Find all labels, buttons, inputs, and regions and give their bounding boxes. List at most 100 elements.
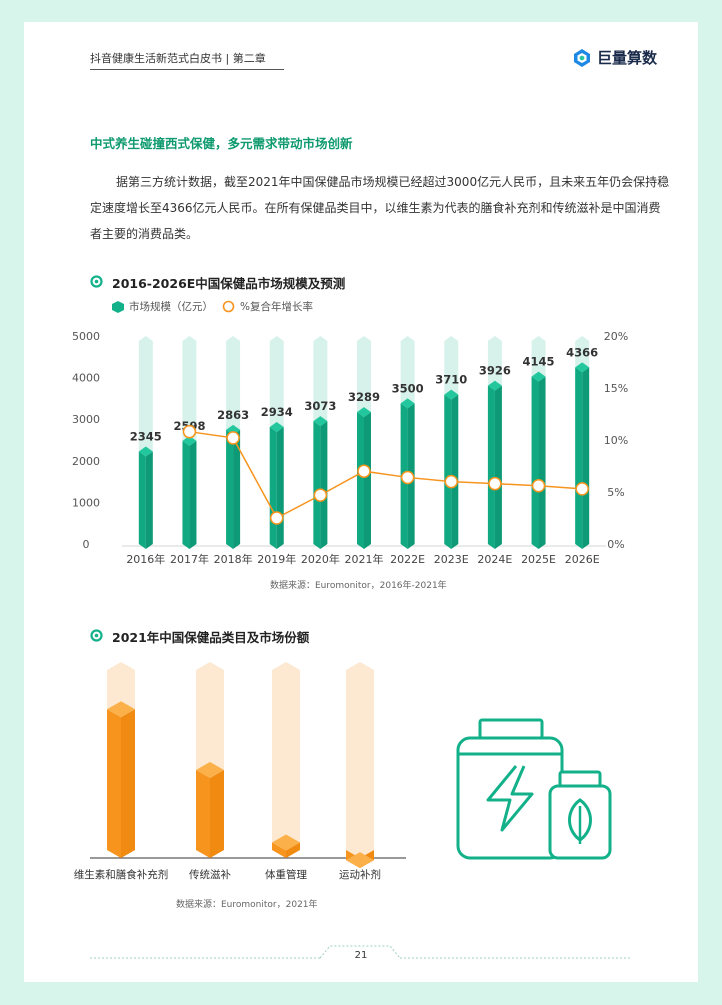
growth-point [488, 476, 502, 491]
bar-top [313, 416, 328, 427]
growth-point [531, 479, 546, 493]
chart1-title: 2016-2026E中国保健品市场规模及预测 [112, 276, 346, 291]
x-tick-label: 2025E [521, 553, 556, 566]
y-tick-label: 1000 [72, 496, 100, 509]
bar [531, 376, 539, 549]
growth-point [226, 431, 240, 445]
bar-top [357, 407, 371, 418]
y2-tick-label: 5% [607, 486, 624, 499]
bar-top [400, 398, 415, 409]
bar-side [582, 367, 590, 549]
bar-top [531, 371, 546, 382]
bar-top [182, 435, 197, 446]
share-bar [107, 709, 121, 858]
growth-point [357, 464, 371, 478]
growth-line [189, 430, 583, 520]
y-tick-label: 5000 [72, 330, 100, 343]
y-tick-label: 4000 [72, 372, 100, 385]
growth-point [575, 482, 589, 496]
growth-point [182, 424, 197, 439]
y2-tick-label: 20% [604, 330, 628, 343]
x-tick-label: 2021年 [345, 552, 384, 566]
category-label: 体重管理 [265, 868, 307, 881]
footer-divider [90, 945, 630, 959]
x-tick-label: 2017年 [170, 552, 209, 566]
x-tick-label: 2019年 [257, 552, 296, 566]
circle-bullet-icon [90, 275, 103, 288]
legend-line-icon [222, 300, 235, 313]
bar-side [494, 385, 502, 549]
bar-value-label: 3289 [348, 390, 380, 404]
bar [182, 440, 190, 549]
bar [487, 385, 495, 549]
bar-top [269, 421, 284, 432]
header-underline [90, 69, 284, 70]
bar-value-label: 4145 [523, 355, 555, 369]
bar-value-label: 4366 [566, 345, 598, 359]
legend-line-label: %复合年增长率 [240, 301, 313, 313]
y-tick-label: 2000 [72, 455, 100, 468]
chart2-plot: 维生素和膳食补充剂 传统滋补 体重管理 运动补剂 [74, 662, 406, 881]
chart2-source: 数据来源：Euromonitor，2021年 [176, 900, 318, 910]
header-title: 抖音健康生活新范式白皮书 | 第二章 [90, 52, 266, 65]
bar-side [145, 451, 153, 549]
supplement-bottles-icon [456, 718, 612, 860]
section-heading: 中式养生碰撞西式保健，多元需求带动市场创新 [90, 136, 353, 151]
share-bar-track [272, 662, 300, 858]
category-label: 维生素和膳食补充剂 [74, 868, 169, 881]
bar-value-label: 3926 [479, 364, 511, 378]
bar [575, 367, 583, 549]
bar [313, 421, 321, 549]
x-tick-label: 2024E [477, 553, 512, 566]
growth-point [444, 474, 459, 489]
bar [138, 451, 146, 549]
bar [357, 412, 364, 549]
bar-value-label: 2863 [217, 408, 249, 422]
chart1-plot: 0 1000 2000 3000 4000 5000 0% 5% 10% 15% 20% 2345 20… [72, 330, 628, 566]
bar-value-label: 2345 [130, 429, 162, 443]
page: 抖音健康生活新范式白皮书 | 第二章 巨量算数 中式养生碰撞西式保健，多元需求带… [24, 22, 698, 982]
x-tick-label: 2022E [390, 553, 425, 566]
x-tick-label: 2018年 [214, 552, 253, 566]
bar [444, 394, 452, 549]
share-bar-top [272, 834, 300, 851]
bar-top [444, 389, 459, 400]
bar-value-label: 2934 [261, 405, 293, 419]
x-tick-label: 2020年 [301, 552, 340, 566]
y2-tick-label: 15% [604, 382, 628, 395]
legend-bar-icon [112, 300, 124, 313]
growth-point [269, 511, 284, 525]
y2-tick-label: 10% [604, 434, 628, 447]
share-bar-side [121, 709, 135, 858]
y2-tick-label: 0% [607, 538, 624, 551]
category-label: 运动补剂 [339, 868, 381, 881]
bar [226, 429, 234, 549]
growth-point [313, 488, 328, 502]
share-bar [272, 842, 286, 858]
share-bar-track [346, 662, 374, 858]
bar-value-label: 3073 [304, 399, 336, 413]
bar-top [487, 380, 502, 391]
legend-bar-label: 市场规模（亿元） [129, 301, 213, 313]
growth-point [400, 470, 415, 485]
share-bar-side [286, 842, 300, 858]
bar-value-label: 3710 [435, 373, 467, 387]
brand-icon [574, 48, 590, 67]
x-tick-label: 2023E [434, 553, 469, 566]
bar-side [538, 376, 546, 549]
share-bar-top [196, 761, 224, 778]
chart1-source: 数据来源：Euromonitor，2016年-2021年 [270, 581, 447, 591]
chart1-legend: 市场规模（亿元） %复合年增长率 [112, 299, 313, 314]
bar-side [189, 440, 197, 549]
bar-top [575, 362, 590, 373]
x-tick-label: 2016年 [126, 552, 165, 566]
y-tick-label: 3000 [72, 413, 100, 426]
bar-top [138, 446, 153, 457]
category-label: 传统滋补 [189, 868, 231, 881]
x-tick-label: 2026E [565, 553, 600, 566]
y-tick-label: 0 [83, 538, 90, 551]
brand-name: 巨量算数 [597, 49, 658, 67]
bar-side [364, 412, 371, 549]
section-paragraph: 据第三方统计数据，截至2021年中国保健品市场规模已经超过3000亿元人民币，且… [90, 175, 670, 241]
bar-side [451, 394, 459, 549]
